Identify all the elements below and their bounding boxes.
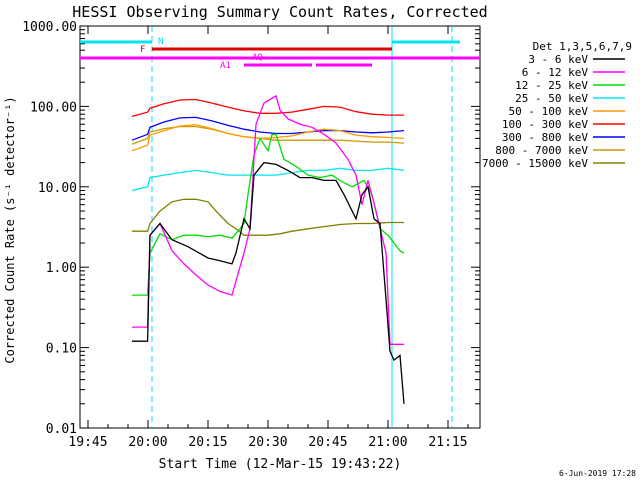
legend-entry-label: 800 - 7000 keV (495, 144, 588, 157)
flag-label-aq: AQ (252, 53, 263, 63)
plot-frame (79, 25, 481, 429)
series-line (131, 98, 404, 118)
flag-label-f: F (140, 45, 145, 55)
y-tick-label: 1.00 (46, 261, 77, 276)
series-line (131, 116, 405, 141)
series-line (132, 94, 404, 345)
series-line (132, 133, 405, 296)
y-tick-label: 100.00 (30, 100, 77, 115)
flag-label-a1: A1 (220, 61, 231, 71)
footer-date: 6-Jun-2019 17:28 (559, 469, 636, 478)
series-line (132, 198, 404, 236)
x-tick-label: 21:00 (368, 435, 407, 450)
x-tick-label: 20:30 (248, 435, 287, 450)
legend-entry-label: 6 - 12 keV (522, 66, 589, 79)
series-line (131, 124, 405, 152)
y-tick-label: 10.00 (38, 181, 77, 196)
series-line (131, 167, 405, 192)
legend-entry-label: 300 - 800 keV (502, 131, 588, 144)
x-tick-label: 20:15 (188, 435, 227, 450)
legend-entry-label: 7000 - 15000 keV (482, 157, 588, 170)
legend-entry-label: 12 - 25 keV (515, 79, 588, 92)
x-tick-label: 21:15 (428, 435, 467, 450)
x-tick-label: 19:45 (68, 435, 107, 450)
y-tick-label: 0.10 (46, 342, 77, 357)
series-line (132, 161, 405, 404)
y-axis-label: Corrected Count Rate (s⁻¹ detector⁻¹) (3, 96, 17, 363)
legend-entry-label: 50 - 100 keV (509, 105, 589, 118)
legend-title: Det 1,3,5,6,7,9 (533, 40, 632, 53)
y-tick-label: 1000.00 (22, 20, 77, 35)
x-axis-label: Start Time (12-Mar-15 19:43:22) (159, 457, 402, 472)
x-tick-label: 20:00 (128, 435, 167, 450)
chart-title: HESSI Observing Summary Count Rates, Cor… (72, 3, 487, 21)
y-tick-label: 0.01 (46, 422, 77, 437)
flag-label-n: N (158, 37, 163, 47)
legend-entry-label: 25 - 50 keV (515, 92, 588, 105)
x-tick-label: 20:45 (308, 435, 347, 450)
legend-entry-label: 3 - 6 keV (528, 53, 588, 66)
legend-entry-label: 100 - 300 keV (502, 118, 588, 131)
